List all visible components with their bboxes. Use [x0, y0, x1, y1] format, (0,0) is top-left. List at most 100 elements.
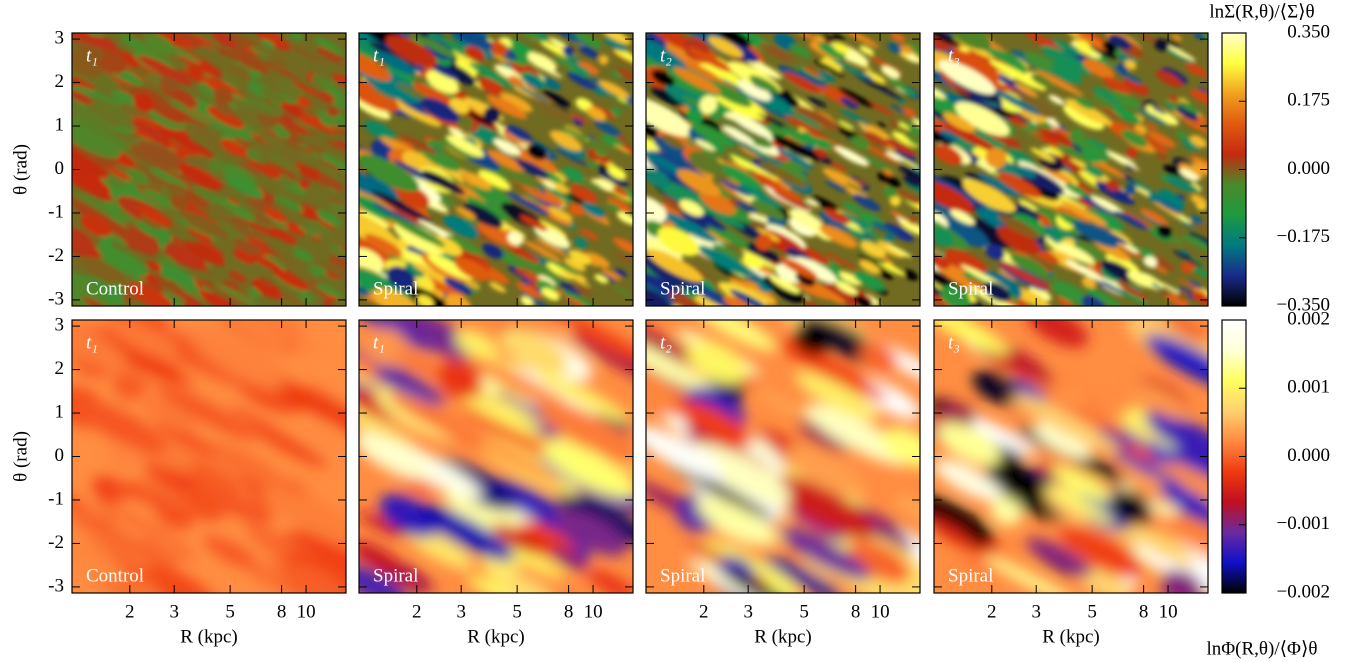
texture-blob — [151, 103, 185, 125]
texture-blob — [310, 286, 328, 296]
colorbar-tick-label: 0.000 — [1287, 445, 1330, 466]
x-tick-label: 10 — [584, 601, 603, 622]
texture-blob — [1144, 256, 1157, 268]
texture-blob — [220, 138, 249, 158]
texture-blob — [177, 163, 222, 191]
texture-blob — [657, 227, 700, 257]
texture-blob — [395, 82, 433, 103]
texture-blob — [597, 169, 629, 187]
texture-blob — [1020, 96, 1058, 119]
texture-blob — [372, 288, 421, 306]
texture-blob — [505, 125, 533, 142]
texture-blob — [610, 190, 633, 203]
texture-blob — [737, 79, 772, 101]
texture-blob — [646, 95, 693, 137]
texture-blob — [160, 76, 180, 93]
texture-blob — [697, 245, 751, 276]
texture-blob — [1073, 241, 1107, 262]
heatmap-texture — [646, 320, 920, 593]
texture-blob — [320, 166, 344, 179]
texture-blob — [463, 203, 503, 228]
x-tick-label: 10 — [1159, 601, 1178, 622]
texture-blob — [535, 100, 574, 124]
texture-blob — [366, 328, 408, 367]
texture-blob — [857, 226, 887, 243]
texture-blob — [225, 258, 259, 279]
texture-blob — [934, 180, 974, 214]
y-tick-label: -1 — [48, 488, 64, 509]
texture-blob — [818, 42, 846, 60]
texture-blob — [1171, 33, 1183, 42]
texture-blob — [279, 562, 346, 593]
y-tick-label: -3 — [48, 575, 64, 596]
texture-blob — [1051, 465, 1112, 502]
texture-blob — [617, 96, 628, 103]
time-label: t₂ — [660, 45, 672, 66]
texture-blob — [934, 127, 954, 146]
texture-blob — [1140, 208, 1169, 225]
texture-blob — [1082, 58, 1114, 79]
texture-blob — [864, 70, 886, 84]
colorbar-tick-label: 0.000 — [1287, 158, 1330, 179]
texture-blob — [443, 277, 473, 295]
texture-blob — [795, 105, 840, 131]
texture-blob — [72, 395, 167, 454]
texture-blob — [814, 147, 828, 158]
texture-blob — [606, 202, 621, 213]
texture-blob — [150, 167, 191, 191]
texture-blob — [72, 116, 132, 150]
texture-blob — [735, 200, 758, 214]
x-tick-label: 2 — [699, 601, 709, 622]
texture-blob — [769, 275, 801, 294]
texture-blob — [1176, 194, 1186, 200]
texture-blob — [213, 87, 234, 105]
time-label: t₃ — [948, 45, 960, 66]
texture-blob — [1026, 538, 1093, 578]
texture-blob — [254, 212, 273, 224]
texture-blob — [359, 208, 399, 248]
texture-blob — [548, 206, 573, 222]
texture-blob — [72, 89, 93, 105]
texture-blob — [859, 341, 898, 371]
texture-blob — [887, 42, 903, 54]
texture-blob — [766, 224, 807, 249]
texture-blob — [989, 59, 1047, 91]
texture-blob — [292, 119, 315, 132]
texture-blob — [565, 33, 582, 43]
texture-blob — [314, 37, 343, 55]
texture-blob — [972, 370, 1021, 405]
texture-blob — [556, 490, 633, 546]
texture-blob — [255, 113, 277, 129]
texture-blob — [598, 80, 630, 99]
texture-blob — [771, 475, 875, 540]
texture-blob — [454, 114, 474, 130]
texture-blob — [1163, 164, 1194, 183]
texture-blob — [292, 162, 320, 180]
texture-blob — [359, 97, 391, 120]
texture-blob — [599, 33, 632, 45]
texture-blob — [292, 248, 313, 262]
texture-blob — [1023, 52, 1060, 74]
heatmap-texture — [72, 33, 346, 306]
texture-blob — [527, 52, 557, 71]
texture-blob — [1011, 393, 1120, 453]
texture-blob — [447, 386, 543, 438]
x-tick-label: 3 — [169, 601, 179, 622]
texture-blob — [110, 90, 141, 110]
texture-blob — [679, 199, 704, 217]
texture-blob — [977, 173, 1022, 198]
texture-blob — [1157, 225, 1172, 239]
texture-blob — [281, 138, 307, 153]
texture-blob — [184, 155, 227, 182]
texture-blob — [292, 81, 325, 99]
x-tick-label: 2 — [412, 601, 422, 622]
texture-blob — [562, 45, 575, 56]
x-tick-label: 8 — [1139, 601, 1149, 622]
texture-blob — [80, 256, 125, 283]
texture-blob — [889, 119, 900, 129]
texture-blob — [422, 170, 466, 195]
texture-blob — [82, 296, 111, 306]
texture-blob — [170, 192, 190, 211]
texture-blob — [1156, 153, 1168, 161]
x-axis-label: R (kpc) — [754, 626, 812, 647]
